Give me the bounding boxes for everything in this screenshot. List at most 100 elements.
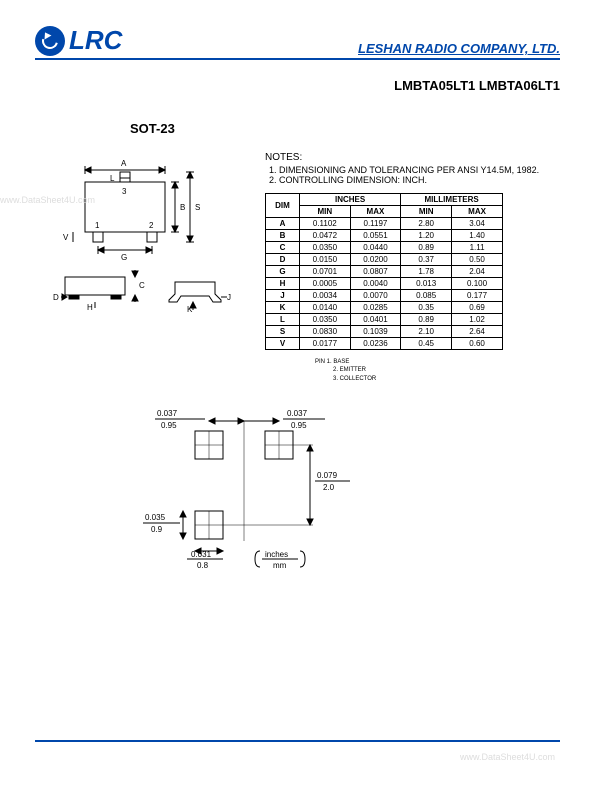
table-cell: 0.50 <box>452 254 503 266</box>
table-cell: 1.78 <box>401 266 452 278</box>
notes-list: DIMENSIONING AND TOLERANCING PER ANSI Y1… <box>265 165 560 185</box>
svg-text:H: H <box>87 303 93 312</box>
logo: LRC <box>35 25 122 56</box>
table-cell: 0.0236 <box>350 338 401 350</box>
table-cell: 0.89 <box>401 314 452 326</box>
svg-text:0.8: 0.8 <box>197 561 209 570</box>
table-cell: 2.64 <box>452 326 503 338</box>
table-cell: 0.89 <box>401 242 452 254</box>
svg-text:0.037: 0.037 <box>157 409 178 418</box>
svg-text:0.037: 0.037 <box>287 409 308 418</box>
table-cell: 0.0350 <box>300 242 351 254</box>
table-cell: 0.0350 <box>300 314 351 326</box>
pin-3: 3. COLLECTOR <box>333 375 560 383</box>
table-cell: 0.37 <box>401 254 452 266</box>
table-cell: 0.35 <box>401 302 452 314</box>
dimension-table: DIM INCHES MILLIMETERS MIN MAX MIN MAX A… <box>265 193 503 350</box>
table-cell: 2.80 <box>401 218 452 230</box>
svg-text:2.0: 2.0 <box>323 483 335 492</box>
table-row: A0.11020.11972.803.04 <box>266 218 503 230</box>
table-cell: 0.0034 <box>300 290 351 302</box>
table-cell: A <box>266 218 300 230</box>
table-cell: 0.1197 <box>350 218 401 230</box>
table-row: D0.01500.02000.370.50 <box>266 254 503 266</box>
table-row: J0.00340.00700.0850.177 <box>266 290 503 302</box>
svg-text:0.9: 0.9 <box>151 525 163 534</box>
svg-text:2: 2 <box>149 221 154 230</box>
th-max: MAX <box>452 206 503 218</box>
company-name: LESHAN RADIO COMPANY, LTD. <box>358 41 560 56</box>
footprint-diagram: 0.037 0.95 0.037 0.95 0.079 2.0 0.035 0.… <box>95 401 395 581</box>
table-cell: B <box>266 230 300 242</box>
table-cell: 0.0807 <box>350 266 401 278</box>
svg-text:1: 1 <box>95 221 100 230</box>
table-cell: 0.177 <box>452 290 503 302</box>
table-cell: 0.0005 <box>300 278 351 290</box>
table-row: V0.01770.02360.450.60 <box>266 338 503 350</box>
table-cell: 0.0472 <box>300 230 351 242</box>
table-cell: 1.20 <box>401 230 452 242</box>
table-cell: 1.40 <box>452 230 503 242</box>
th-max: MAX <box>350 206 401 218</box>
table-row: B0.04720.05511.201.40 <box>266 230 503 242</box>
table-cell: 0.60 <box>452 338 503 350</box>
svg-text:L: L <box>110 174 115 183</box>
table-cell: 0.0200 <box>350 254 401 266</box>
table-row: S0.08300.10392.102.64 <box>266 326 503 338</box>
svg-text:0.079: 0.079 <box>317 471 338 480</box>
table-cell: 0.45 <box>401 338 452 350</box>
svg-text:C: C <box>139 281 145 290</box>
sot23-outline-svg: A L 1 2 3 B <box>35 152 255 322</box>
svg-text:mm: mm <box>273 561 287 570</box>
th-min: MIN <box>300 206 351 218</box>
table-cell: 0.0701 <box>300 266 351 278</box>
table-cell: 2.04 <box>452 266 503 278</box>
package-diagram: A L 1 2 3 B <box>35 152 265 383</box>
pin-1: PIN 1. BASE <box>315 358 560 366</box>
table-cell: L <box>266 314 300 326</box>
table-cell: 0.0440 <box>350 242 401 254</box>
svg-text:0.035: 0.035 <box>145 513 166 522</box>
table-row: H0.00050.00400.0130.100 <box>266 278 503 290</box>
th-inches: INCHES <box>300 194 401 206</box>
svg-text:A: A <box>121 159 127 168</box>
svg-text:3: 3 <box>122 187 127 196</box>
footer-divider <box>35 740 560 742</box>
pin-notes: PIN 1. BASE 2. EMITTER 3. COLLECTOR <box>315 358 560 383</box>
svg-text:G: G <box>121 253 127 262</box>
th-mm: MILLIMETERS <box>401 194 503 206</box>
table-cell: 0.085 <box>401 290 452 302</box>
svg-text:J: J <box>227 293 231 302</box>
table-cell: 0.1102 <box>300 218 351 230</box>
table-row: G0.07010.08071.782.04 <box>266 266 503 278</box>
svg-text:B: B <box>180 203 185 212</box>
table-cell: 0.0285 <box>350 302 401 314</box>
note-item: CONTROLLING DIMENSION: INCH. <box>279 175 560 185</box>
table-cell: D <box>266 254 300 266</box>
svg-text:V: V <box>63 233 69 242</box>
logo-icon <box>35 26 65 56</box>
table-cell: 0.0401 <box>350 314 401 326</box>
watermark: www.DataSheet4U.com <box>0 195 95 205</box>
table-cell: C <box>266 242 300 254</box>
svg-text:0.95: 0.95 <box>291 421 307 430</box>
th-min: MIN <box>401 206 452 218</box>
table-row: L0.03500.04010.891.02 <box>266 314 503 326</box>
table-cell: 0.0551 <box>350 230 401 242</box>
table-cell: 3.04 <box>452 218 503 230</box>
table-cell: K <box>266 302 300 314</box>
table-row: K0.01400.02850.350.69 <box>266 302 503 314</box>
th-dim: DIM <box>266 194 300 218</box>
table-cell: 0.0070 <box>350 290 401 302</box>
svg-text:S: S <box>195 203 200 212</box>
table-cell: S <box>266 326 300 338</box>
table-cell: J <box>266 290 300 302</box>
notes-column: NOTES: DIMENSIONING AND TOLERANCING PER … <box>265 152 560 383</box>
table-cell: 1.11 <box>452 242 503 254</box>
header: LRC LESHAN RADIO COMPANY, LTD. <box>35 25 560 60</box>
table-cell: 1.02 <box>452 314 503 326</box>
table-cell: 0.0150 <box>300 254 351 266</box>
table-cell: H <box>266 278 300 290</box>
part-numbers: LMBTA05LT1 LMBTA06LT1 <box>35 78 560 93</box>
table-row: C0.03500.04400.891.11 <box>266 242 503 254</box>
